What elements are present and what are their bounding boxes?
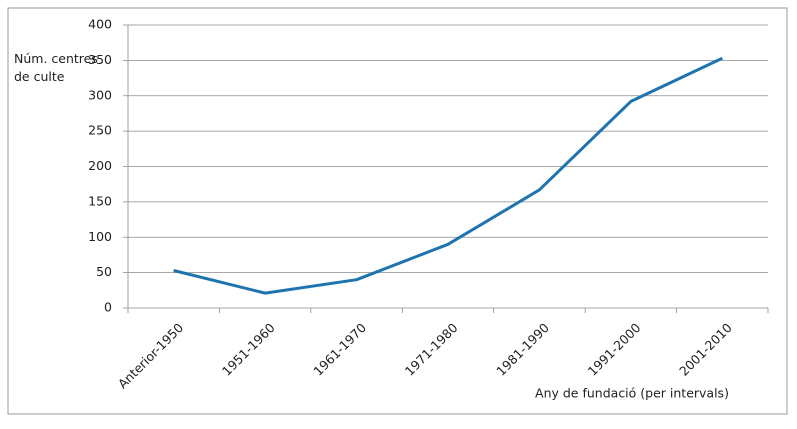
x-tick-label: 1971-1980 xyxy=(402,320,461,379)
y-tick-label: 150 xyxy=(88,193,112,208)
x-axis-title: Any de fundació (per intervals) xyxy=(535,386,729,401)
y-tick-label: 0 xyxy=(104,300,112,315)
chart-frame xyxy=(7,7,788,415)
x-tick-label: 1981-1990 xyxy=(493,320,552,379)
y-tick-label: 250 xyxy=(88,123,112,138)
y-tick-label: 100 xyxy=(88,229,112,244)
x-tick-label: 2001-2010 xyxy=(676,320,735,379)
y-tick-label: 300 xyxy=(88,87,112,102)
y-tick-label: 50 xyxy=(96,264,112,279)
y-tick-label: 400 xyxy=(88,17,112,32)
y-tick-label: 350 xyxy=(88,52,112,67)
y-axis-title: Núm. centres de culte xyxy=(14,51,98,84)
x-tick-label: Anterior-1950 xyxy=(115,320,186,391)
data-line xyxy=(173,56,723,295)
x-tick-label: 1951-1960 xyxy=(219,320,278,379)
x-tick-label: 1991-2000 xyxy=(585,320,644,379)
x-tick-label: 1961-1970 xyxy=(310,320,369,379)
y-tick-label: 200 xyxy=(88,158,112,173)
